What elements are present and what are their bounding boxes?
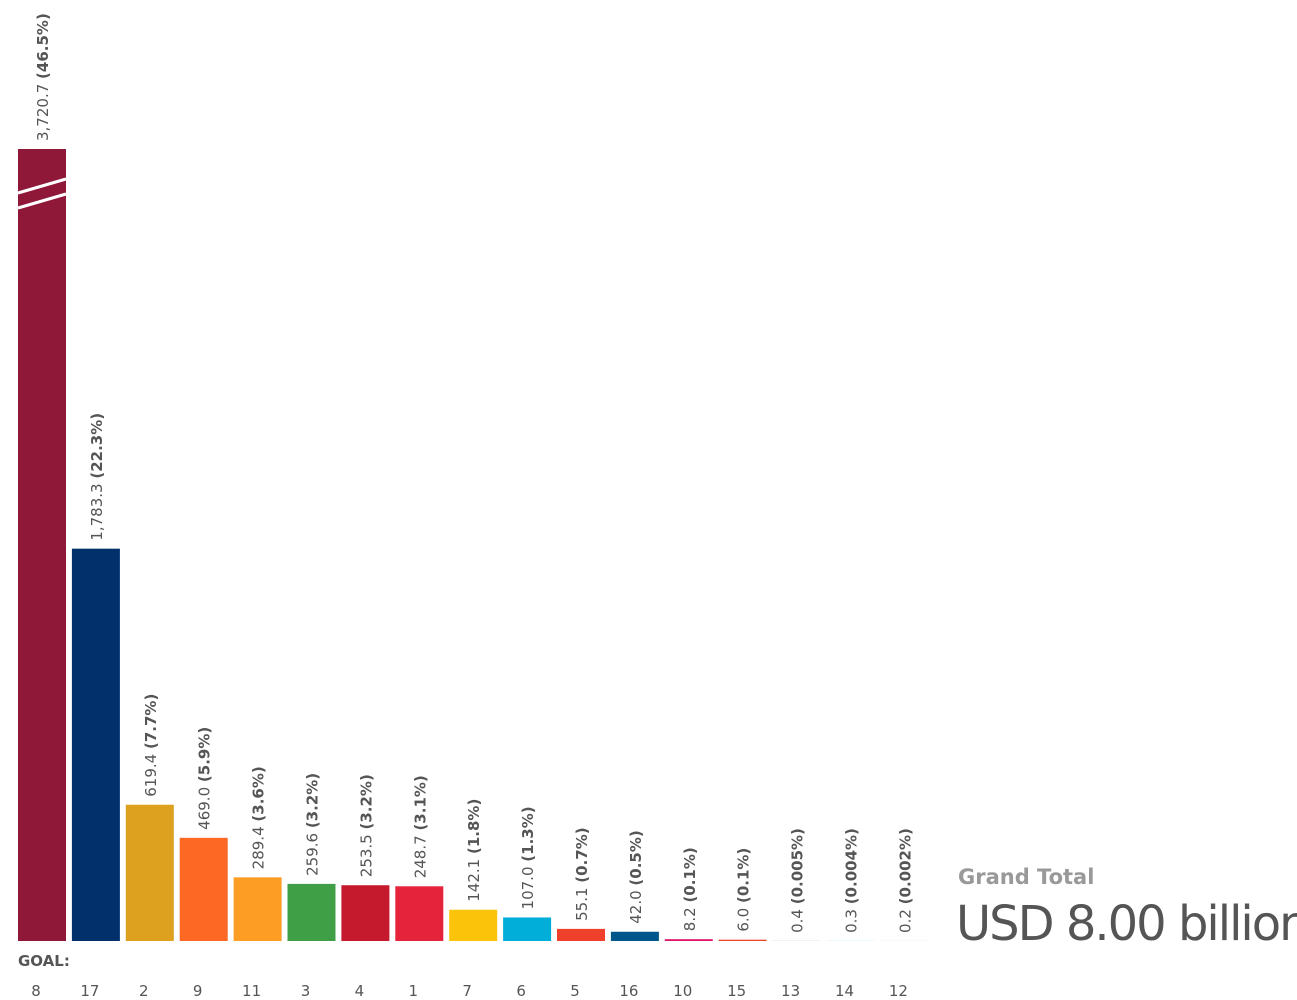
- x-tick-label: 14: [835, 982, 854, 1000]
- value-label: 3,720.7 (46.5%): [34, 13, 52, 141]
- bar: [287, 883, 336, 941]
- percent-text: (46.5%): [34, 13, 52, 79]
- x-tick-label: 13: [781, 982, 800, 1000]
- value-text: 8.2: [681, 907, 699, 931]
- value-text: 1,783.3: [88, 483, 106, 540]
- x-tick-label: 15: [727, 982, 746, 1000]
- percent-text: (0.7%): [573, 827, 591, 882]
- bar: [610, 931, 659, 941]
- bar: [395, 886, 444, 941]
- value-text: 107.0: [519, 867, 537, 910]
- value-text: 248.7: [411, 835, 429, 878]
- x-tick-label: 1: [409, 982, 419, 1000]
- percent-text: (3.6%): [250, 766, 268, 821]
- value-text: 259.6: [304, 833, 322, 876]
- x-tick-label: 4: [355, 982, 365, 1000]
- bar: [233, 877, 282, 941]
- percent-text: (3.2%): [357, 774, 375, 829]
- percent-text: (3.1%): [411, 775, 429, 830]
- x-tick-label: 10: [673, 982, 692, 1000]
- percent-text: (5.9%): [196, 727, 214, 782]
- value-label: 0.4 (0.005%): [789, 828, 807, 933]
- value-label: 0.2 (0.002%): [896, 828, 914, 933]
- bar: [664, 939, 713, 941]
- percent-text: (0.004%): [843, 828, 861, 904]
- percent-text: (7.7%): [142, 694, 160, 749]
- percent-text: (0.005%): [789, 828, 807, 904]
- x-tick-label: 2: [139, 982, 149, 1000]
- x-tick-label: 8: [31, 982, 41, 1000]
- bar: [557, 928, 605, 941]
- value-text: 289.4: [250, 826, 268, 869]
- value-text: 42.0: [627, 890, 645, 923]
- bar: [179, 837, 228, 941]
- value-text: 3,720.7: [34, 84, 52, 141]
- value-label: 55.1 (0.7%): [573, 827, 591, 921]
- x-tick-label: 17: [80, 982, 99, 1000]
- x-tick-label: 11: [242, 982, 261, 1000]
- x-tick-label: 6: [516, 982, 526, 1000]
- value-text: 253.5: [357, 834, 375, 877]
- value-text: 142.1: [465, 859, 483, 902]
- value-label: 107.0 (1.3%): [519, 806, 537, 909]
- x-tick-label: 3: [301, 982, 311, 1000]
- x-tick-label: 16: [619, 982, 638, 1000]
- value-text: 0.3: [843, 909, 861, 933]
- bar: [71, 548, 120, 941]
- value-text: 0.2: [896, 909, 914, 933]
- value-label: 259.6 (3.2%): [304, 773, 322, 876]
- bar: [718, 939, 767, 941]
- value-label: 0.3 (0.004%): [843, 828, 861, 933]
- value-text: 619.4: [142, 754, 160, 797]
- value-label: 142.1 (1.8%): [465, 799, 483, 902]
- percent-text: (0.002%): [896, 828, 914, 904]
- bar: [341, 885, 390, 941]
- percent-text: (0.1%): [681, 847, 699, 902]
- x-tick-label: 5: [570, 982, 580, 1000]
- percent-text: (1.8%): [465, 799, 483, 854]
- percent-text: (1.3%): [519, 806, 537, 861]
- x-tick-label: 7: [462, 982, 472, 1000]
- value-text: 0.4: [789, 909, 807, 933]
- value-text: 469.0: [196, 787, 214, 830]
- total-value: USD 8.00 billion: [956, 896, 1297, 952]
- bar: [125, 804, 174, 941]
- percent-text: (22.3%): [88, 413, 106, 479]
- value-label: 248.7 (3.1%): [411, 775, 429, 878]
- value-text: 6.0: [735, 908, 753, 932]
- value-label: 619.4 (7.7%): [142, 694, 160, 797]
- value-label: 1,783.3 (22.3%): [88, 413, 106, 541]
- x-tick-label: 9: [193, 982, 203, 1000]
- value-label: 469.0 (5.9%): [196, 727, 214, 830]
- percent-text: (3.2%): [304, 773, 322, 828]
- total-label: Grand Total: [958, 865, 1094, 889]
- axis-label: GOAL:: [18, 952, 70, 970]
- bar: [18, 149, 66, 941]
- bar: [449, 909, 498, 941]
- bar: [503, 917, 552, 941]
- x-tick-label: 12: [889, 982, 908, 1000]
- value-label: 8.2 (0.1%): [681, 847, 699, 931]
- value-label: 253.5 (3.2%): [357, 774, 375, 877]
- value-label: 289.4 (3.6%): [250, 766, 268, 869]
- axis-break: [17, 192, 67, 210]
- value-label: 42.0 (0.5%): [627, 830, 645, 924]
- axis-break: [17, 177, 67, 195]
- percent-text: (0.5%): [627, 830, 645, 885]
- percent-text: (0.1%): [735, 848, 753, 903]
- value-label: 6.0 (0.1%): [735, 848, 753, 932]
- value-text: 55.1: [573, 887, 591, 920]
